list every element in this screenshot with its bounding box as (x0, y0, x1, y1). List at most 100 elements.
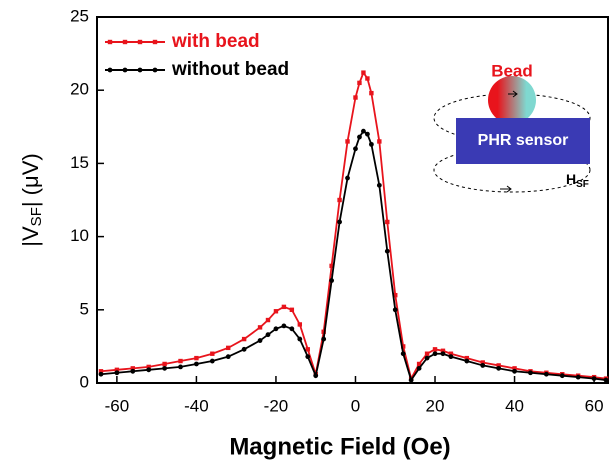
x-tick-label: 40 (505, 396, 524, 415)
marker (273, 326, 279, 332)
marker (559, 373, 565, 379)
y-tick-label: 10 (70, 226, 89, 245)
marker (496, 365, 502, 371)
marker (305, 347, 310, 352)
marker (210, 351, 215, 356)
marker (257, 325, 263, 330)
x-tick-label: 20 (426, 396, 445, 415)
marker (281, 304, 287, 310)
marker (289, 307, 295, 312)
marker (543, 371, 549, 377)
marker (194, 361, 199, 367)
marker (440, 348, 446, 353)
marker (416, 361, 422, 367)
marker (321, 329, 326, 334)
marker (432, 351, 438, 357)
sensor-box (456, 118, 590, 164)
marker (137, 39, 143, 45)
marker (365, 76, 370, 81)
marker (496, 363, 501, 368)
marker (241, 336, 247, 342)
marker (345, 175, 350, 181)
marker (361, 70, 366, 75)
marker (209, 358, 215, 364)
x-tick-label: -40 (184, 396, 209, 415)
marker (289, 326, 295, 332)
marker (146, 364, 151, 370)
marker (528, 370, 533, 376)
marker (408, 377, 414, 383)
marker (448, 354, 454, 360)
marker (257, 338, 263, 343)
field-label: HSF (566, 171, 589, 190)
marker (345, 139, 350, 144)
marker (305, 354, 311, 360)
marker (162, 365, 168, 371)
marker (321, 336, 327, 342)
y-label-rest: | (μV) (18, 153, 43, 207)
marker (137, 67, 143, 73)
marker (162, 361, 167, 367)
marker (114, 370, 120, 376)
marker (178, 364, 183, 370)
marker (384, 248, 390, 254)
x-tick-label: -20 (264, 396, 289, 415)
marker (98, 371, 104, 377)
legend-label: with bead (171, 31, 260, 52)
marker (416, 365, 422, 371)
marker (281, 323, 287, 329)
marker (392, 307, 398, 313)
marker (122, 67, 128, 73)
marker (464, 355, 470, 361)
marker (401, 344, 406, 349)
marker (400, 351, 406, 357)
marker (114, 367, 120, 373)
marker (152, 67, 158, 73)
marker (432, 347, 438, 352)
field-main: H (566, 171, 576, 187)
field-sub: SF (576, 179, 589, 190)
marker (376, 182, 382, 188)
sensor-label: PHR sensor (478, 132, 569, 149)
marker (365, 131, 370, 137)
marker (146, 367, 152, 373)
legend-label: without bead (171, 59, 289, 80)
y-tick-label: 15 (70, 153, 89, 172)
arrow (500, 185, 512, 193)
marker (122, 39, 128, 45)
marker (297, 322, 303, 327)
marker (297, 336, 303, 342)
marker (357, 134, 362, 140)
y-axis-label: |VSF| (μV) (18, 153, 45, 246)
bead-icon (488, 76, 536, 124)
marker (130, 366, 135, 371)
marker (591, 376, 597, 382)
marker (265, 332, 271, 338)
marker (329, 278, 335, 283)
plot-frame (96, 16, 609, 384)
marker (337, 219, 342, 225)
x-tick-label: 0 (351, 396, 360, 415)
marker (329, 263, 334, 269)
marker (424, 355, 430, 361)
marker (512, 368, 517, 374)
marker (448, 351, 454, 356)
inset: Bead PHR sensor HSF (433, 61, 591, 193)
series-line (100, 129, 607, 383)
marker (98, 369, 104, 374)
marker (464, 358, 470, 364)
marker (152, 39, 158, 45)
marker (361, 128, 366, 134)
y-tick-label: 5 (80, 299, 89, 318)
marker (194, 355, 199, 361)
marker (424, 351, 430, 356)
marker (226, 345, 231, 351)
marker (353, 95, 358, 100)
x-tick-label: -60 (105, 396, 130, 415)
marker (512, 366, 517, 371)
marker (313, 373, 319, 379)
marker (575, 374, 581, 380)
marker (107, 39, 113, 45)
marker (480, 360, 485, 365)
marker (241, 346, 247, 352)
